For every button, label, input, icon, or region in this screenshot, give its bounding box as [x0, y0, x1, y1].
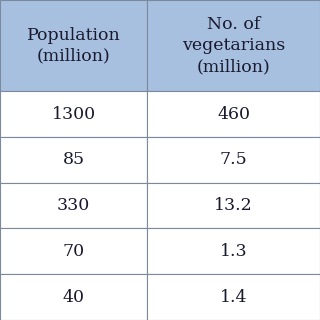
Text: 460: 460 — [217, 106, 250, 123]
Bar — [147, 183, 320, 228]
Bar — [147, 91, 320, 137]
Text: 330: 330 — [57, 197, 90, 214]
Text: No. of
vegetarians
(million): No. of vegetarians (million) — [182, 16, 285, 75]
Bar — [147, 274, 320, 320]
Text: 7.5: 7.5 — [220, 151, 247, 168]
Bar — [0, 183, 147, 228]
Bar — [0, 137, 147, 183]
Bar — [147, 228, 320, 274]
Bar — [147, 137, 320, 183]
Bar — [0, 274, 147, 320]
Bar — [0, 228, 147, 274]
Text: 85: 85 — [62, 151, 85, 168]
Bar — [0, 0, 147, 91]
Text: 1300: 1300 — [52, 106, 96, 123]
Text: 1.3: 1.3 — [220, 243, 247, 260]
Text: 1.4: 1.4 — [220, 289, 247, 306]
Text: 70: 70 — [62, 243, 85, 260]
Text: 13.2: 13.2 — [214, 197, 253, 214]
Text: Population
(million): Population (million) — [27, 27, 120, 65]
Bar — [147, 0, 320, 91]
Text: 40: 40 — [63, 289, 84, 306]
Bar — [0, 91, 147, 137]
